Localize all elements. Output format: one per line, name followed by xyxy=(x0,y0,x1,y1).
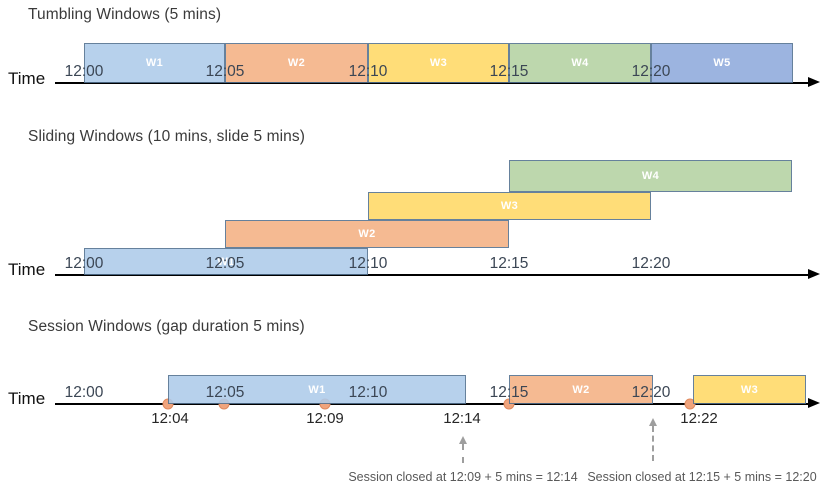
sliding-window-w1: W1 xyxy=(84,248,368,275)
tumbling-section-title: Tumbling Windows (5 mins) xyxy=(28,6,222,23)
tumbling-tick-1210: 12:10 xyxy=(348,63,388,80)
session-event-time-1214: 12:14 xyxy=(443,410,481,427)
sliding-tick-1220: 12:20 xyxy=(631,255,671,272)
tumbling-window-w2-label: W2 xyxy=(287,57,306,69)
sliding-window-w4-label: W4 xyxy=(641,170,660,182)
session-event-time-1209: 12:09 xyxy=(306,410,344,427)
session-event-dot-5 xyxy=(684,398,696,410)
session-window-w1: W1 xyxy=(168,375,466,404)
sliding-time-axis xyxy=(55,274,810,276)
session-tick-1200: 12:00 xyxy=(64,384,104,401)
session-callout-dashed-line-1 xyxy=(462,444,464,463)
tumbling-tick-1220: 12:20 xyxy=(631,63,671,80)
session-window-w2-label: W2 xyxy=(572,383,590,396)
session-event-time-1204: 12:04 xyxy=(151,410,189,427)
session-tick-1205: 12:05 xyxy=(205,384,245,401)
tumbling-tick-1215: 12:15 xyxy=(489,63,529,80)
sliding-tick-1205: 12:05 xyxy=(205,255,245,272)
tumbling-window-w3-label: W3 xyxy=(429,57,448,69)
session-time-axis-label: Time xyxy=(8,389,46,408)
sliding-window-w2-label: W2 xyxy=(358,228,376,240)
session-window-w2: W2 xyxy=(509,375,653,404)
sliding-axis-arrowhead-icon xyxy=(808,269,820,279)
sliding-section-title: Sliding Windows (10 mins, slide 5 mins) xyxy=(28,128,305,145)
sliding-window-w1-label: W1 xyxy=(217,255,235,268)
session-axis-arrowhead-icon xyxy=(808,398,820,408)
session-time-axis xyxy=(55,403,810,405)
session-window-w3: W3 xyxy=(693,375,806,404)
session-tick-1210: 12:10 xyxy=(348,384,388,401)
sliding-window-w3-label: W3 xyxy=(500,200,519,212)
tumbling-window-w4: W4 xyxy=(509,43,651,83)
tumbling-window-w1-label: W1 xyxy=(145,57,164,69)
session-callout-dashed-line-2 xyxy=(652,426,654,461)
session-window-w1-label: W1 xyxy=(308,383,326,396)
sliding-time-axis-label: Time xyxy=(8,260,46,279)
sliding-tick-1210: 12:10 xyxy=(348,255,388,272)
tumbling-axis-arrowhead-icon xyxy=(808,77,820,87)
sliding-window-w4: W4 xyxy=(509,160,792,192)
session-tick-1215: 12:15 xyxy=(489,384,529,401)
session-event-time-1222: 12:22 xyxy=(680,410,718,427)
session-window-w3-label: W3 xyxy=(740,383,759,396)
tumbling-time-axis xyxy=(55,82,810,84)
session-section-title: Session Windows (gap duration 5 mins) xyxy=(28,318,305,335)
session-callout-arrowhead-icon-1 xyxy=(459,436,467,444)
session-callout-text-2: Session closed at 12:15 + 5 mins = 12:20 xyxy=(587,470,817,484)
tumbling-window-w3: W3 xyxy=(368,43,509,83)
session-callout-arrowhead-icon-2 xyxy=(649,418,657,426)
session-tick-1220: 12:20 xyxy=(631,384,671,401)
sliding-window-w2: W2 xyxy=(225,220,509,248)
tumbling-time-axis-label: Time xyxy=(8,69,46,88)
tumbling-window-w5-label: W5 xyxy=(713,57,731,69)
sliding-tick-1200: 12:00 xyxy=(64,255,104,272)
sliding-tick-1215: 12:15 xyxy=(489,255,529,272)
sliding-window-w3: W3 xyxy=(368,192,651,220)
tumbling-window-w2: W2 xyxy=(225,43,368,83)
session-callout-text-1: Session closed at 12:09 + 5 mins = 12:14 xyxy=(348,470,578,484)
tumbling-window-w4-label: W4 xyxy=(571,57,589,69)
tumbling-window-w5: W5 xyxy=(651,43,793,83)
tumbling-tick-1200: 12:00 xyxy=(64,63,104,80)
tumbling-tick-1205: 12:05 xyxy=(205,63,245,80)
tumbling-window-w1: W1 xyxy=(84,43,225,83)
